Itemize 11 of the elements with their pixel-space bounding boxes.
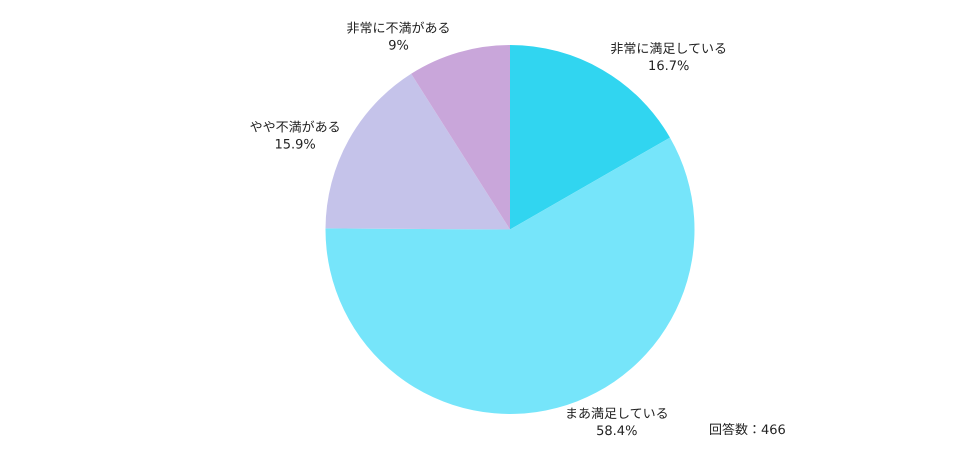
- data-label: 16.7%: [648, 58, 690, 74]
- pie-slice: [411, 45, 510, 230]
- data-label: 9%: [388, 38, 409, 54]
- slice-label: 非常に不満がある: [346, 22, 451, 37]
- data-label: 15.9%: [274, 137, 316, 152]
- text: 回答数：466: [709, 422, 786, 438]
- slice-label: やや不満がある: [250, 120, 341, 136]
- pie-slice: [326, 74, 510, 230]
- data-label: 58.4%: [596, 424, 638, 439]
- slice-label: 非常に満足している: [610, 42, 728, 57]
- slice-label: まあ満足している: [564, 406, 669, 422]
